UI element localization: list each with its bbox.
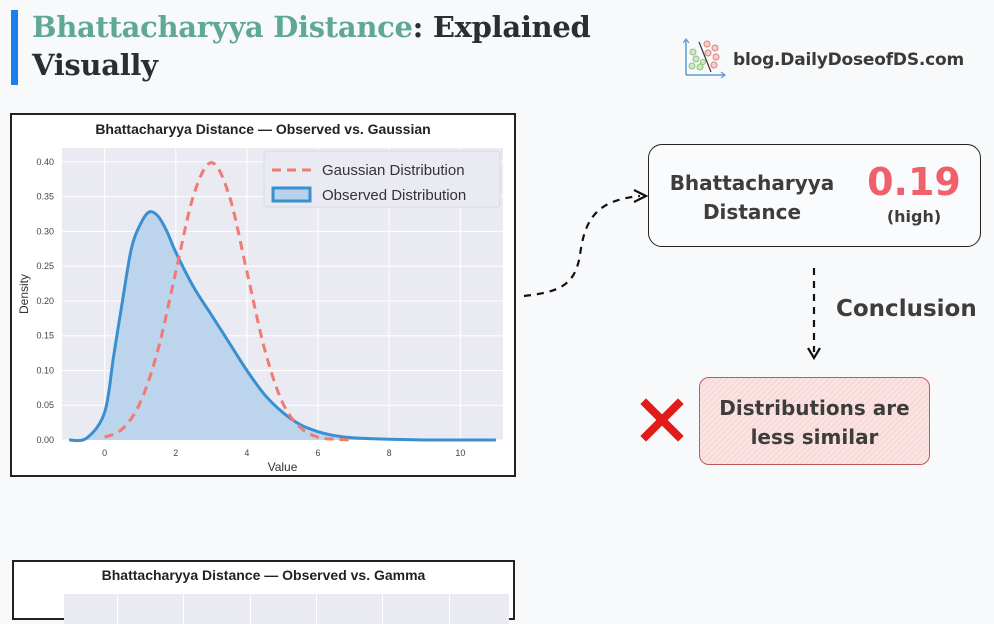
svg-text:0.05: 0.05 bbox=[36, 400, 54, 410]
svg-text:0.40: 0.40 bbox=[36, 157, 54, 167]
svg-text:Observed Distribution: Observed Distribution bbox=[322, 187, 466, 204]
verdict-text: Distributions are less similar bbox=[719, 396, 910, 449]
page-title: Bhattacharyya Distance: Explained Visual… bbox=[32, 8, 652, 84]
title-rest: : Explained bbox=[412, 10, 591, 44]
svg-text:0.20: 0.20 bbox=[36, 296, 54, 306]
density-plot: 0 2 4 6 8 10 0.00 0.05 0.10 0.15 0.20 0.25 0.30 0.35 0… bbox=[17, 148, 503, 474]
gaussian-comparison-chart: Bhattacharyya Distance — Observed vs. Ga… bbox=[10, 113, 516, 477]
svg-text:Value: Value bbox=[268, 460, 298, 474]
distance-value: 0.19 bbox=[867, 160, 961, 204]
svg-text:0: 0 bbox=[102, 448, 107, 458]
svg-text:0.25: 0.25 bbox=[36, 261, 54, 271]
svg-text:0.10: 0.10 bbox=[36, 365, 54, 375]
svg-text:10: 10 bbox=[455, 448, 465, 458]
title-accent: Bhattacharyya Distance bbox=[32, 10, 413, 44]
svg-text:0.15: 0.15 bbox=[36, 331, 54, 341]
logo-text: blog.DailyDoseofDS.com bbox=[733, 50, 965, 70]
red-cross-icon bbox=[640, 398, 684, 446]
scatter-classifier-icon bbox=[682, 38, 727, 82]
svg-text:0.30: 0.30 bbox=[36, 226, 54, 236]
distance-result-card: Bhattacharyya Distance 0.19 (high) bbox=[648, 144, 981, 247]
gamma-comparison-chart: Bhattacharyya Distance — Observed vs. Ga… bbox=[12, 560, 515, 624]
svg-text:Density: Density bbox=[17, 274, 31, 314]
verdict-card: Distributions are less similar bbox=[699, 377, 930, 465]
logo: blog.DailyDoseofDS.com bbox=[682, 38, 965, 82]
chart-title: Bhattacharyya Distance — Observed vs. Ga… bbox=[95, 121, 431, 137]
arrowhead-down-icon bbox=[807, 347, 821, 361]
distance-qualifier: (high) bbox=[886, 207, 942, 226]
svg-text:Gaussian Distribution: Gaussian Distribution bbox=[322, 162, 465, 179]
svg-text:0.35: 0.35 bbox=[36, 192, 54, 202]
title-line2: Visually bbox=[32, 48, 158, 82]
conclusion-label: Conclusion bbox=[836, 296, 977, 322]
title-accent-bar bbox=[11, 10, 18, 85]
svg-text:8: 8 bbox=[387, 448, 392, 458]
chart-title: Bhattacharyya Distance — Observed vs. Ga… bbox=[101, 567, 426, 583]
dashed-arrow-to-result bbox=[523, 194, 641, 298]
svg-text:2: 2 bbox=[173, 448, 178, 458]
plot-area bbox=[64, 594, 509, 624]
svg-text:0.00: 0.00 bbox=[36, 435, 54, 445]
arrowhead-icon bbox=[633, 189, 649, 203]
svg-text:4: 4 bbox=[244, 448, 249, 458]
result-label: Bhattacharyya Distance bbox=[669, 171, 835, 224]
svg-text:6: 6 bbox=[316, 448, 321, 458]
